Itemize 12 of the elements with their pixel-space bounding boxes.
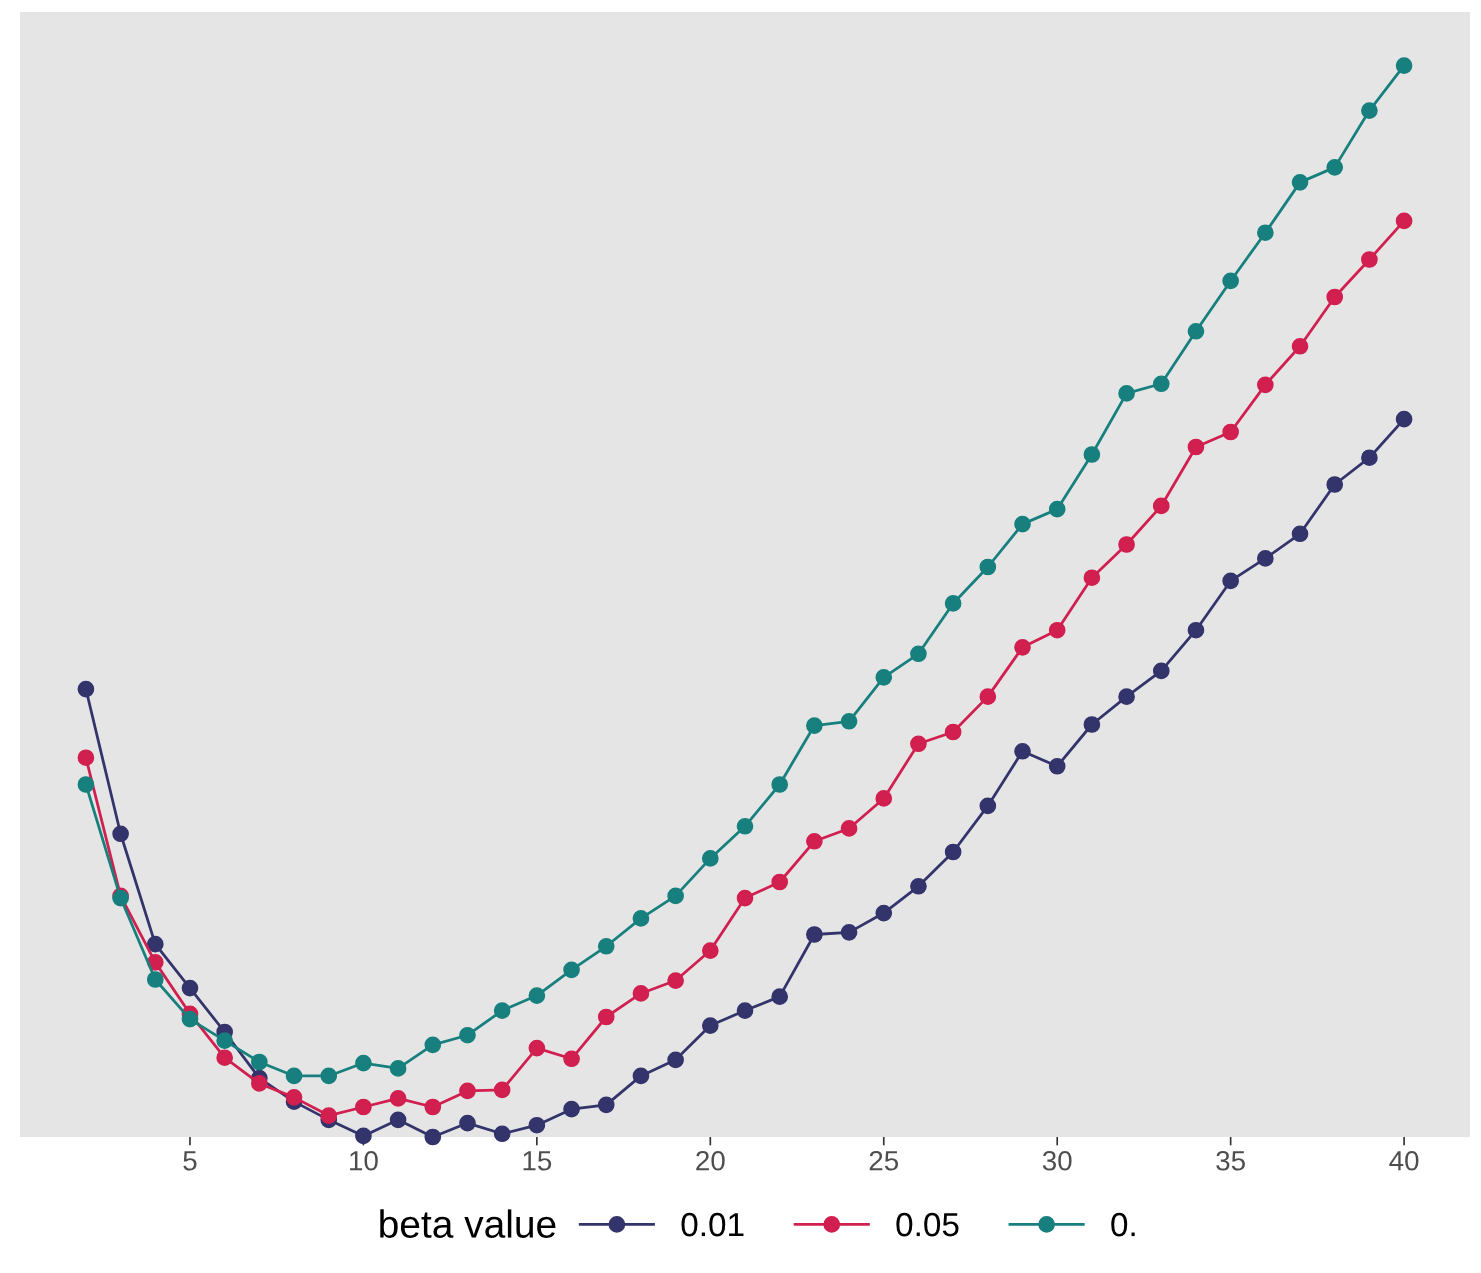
x-tick-label: 15 (523, 1151, 552, 1171)
legend-title: beta value (380, 1209, 556, 1238)
legend-label: 0. (1111, 1212, 1135, 1237)
x-tick-label: 25 (869, 1150, 899, 1171)
x-tick-label: 40 (1389, 1150, 1419, 1171)
x-tick-label: 5 (183, 1151, 197, 1171)
x-tick-label: 35 (1216, 1150, 1245, 1171)
x-tick-label: 20 (696, 1150, 725, 1171)
legend-label: 0.05 (896, 1212, 959, 1237)
x-tick-label: 10 (350, 1150, 378, 1171)
legend-label: 0.01 (681, 1212, 744, 1237)
x-tick-label: 30 (1042, 1150, 1072, 1171)
